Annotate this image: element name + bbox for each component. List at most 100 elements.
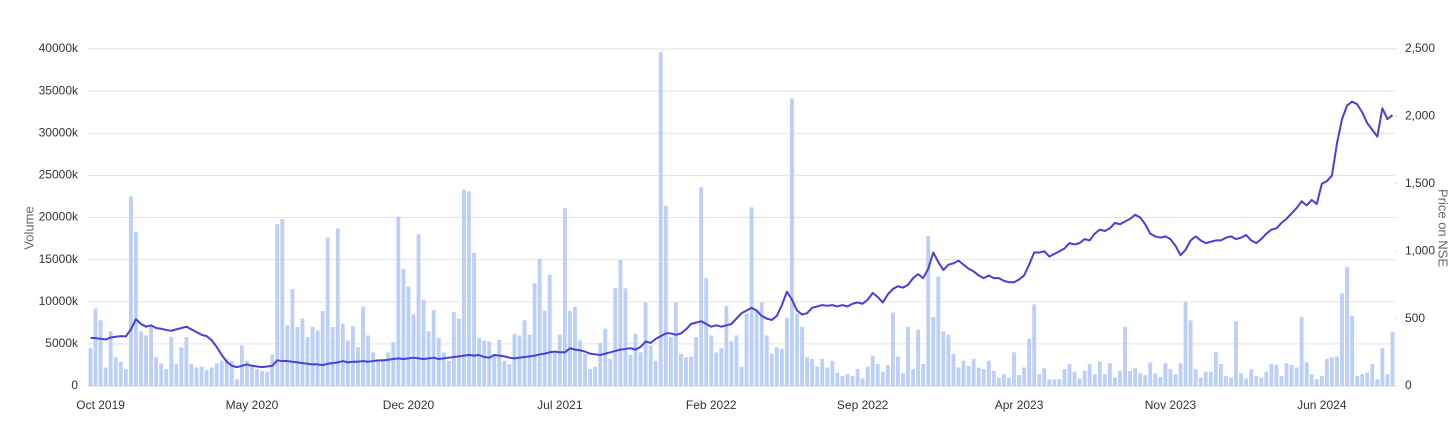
bar: [1309, 374, 1314, 386]
bar: [113, 357, 118, 386]
bar: [356, 347, 360, 386]
bar: [800, 327, 804, 386]
bar: [795, 313, 799, 386]
bar: [684, 357, 688, 386]
bar: [719, 348, 724, 386]
bar: [1314, 379, 1319, 386]
bar: [699, 187, 704, 386]
bar: [1153, 373, 1158, 386]
bar: [658, 52, 663, 387]
bar: [1168, 369, 1173, 386]
bar: [1198, 377, 1203, 386]
bar: [128, 196, 133, 386]
bar: [1304, 362, 1309, 386]
bar: [936, 276, 941, 386]
bar: [1057, 379, 1062, 386]
bar: [330, 327, 335, 386]
bar: [275, 224, 280, 386]
bar: [492, 353, 497, 386]
bar: [1087, 364, 1092, 386]
bar: [108, 331, 113, 386]
bar: [406, 286, 411, 386]
bar: [608, 359, 613, 386]
bar: [376, 360, 381, 386]
x-tick-label: Dec 2020: [383, 398, 435, 412]
bar: [623, 288, 628, 386]
bar: [588, 369, 593, 386]
bar: [199, 366, 204, 386]
bar: [1032, 304, 1037, 386]
bar: [305, 337, 310, 386]
bar: [1001, 374, 1006, 386]
bar: [134, 231, 138, 386]
bar: [618, 259, 623, 386]
bar: [1213, 352, 1218, 386]
bar: [512, 333, 517, 386]
x-tick-label: Apr 2023: [995, 398, 1044, 412]
bar: [1294, 367, 1299, 386]
bar: [209, 367, 214, 386]
bar: [1375, 379, 1380, 386]
bar: [472, 252, 476, 386]
bar: [250, 364, 254, 386]
bar: [769, 353, 774, 386]
y2-axis-title: Price on NSE: [1436, 189, 1451, 267]
bar: [1042, 368, 1047, 386]
bar: [1264, 371, 1269, 386]
bar: [421, 300, 426, 386]
bar: [320, 311, 325, 386]
bar: [1047, 379, 1052, 386]
y2-tick-label: 1,000: [1405, 243, 1435, 257]
bar: [1355, 375, 1360, 386]
bar: [885, 364, 890, 386]
bar: [1370, 364, 1375, 386]
bar: [1178, 363, 1183, 386]
bar: [527, 334, 532, 386]
bar: [103, 367, 108, 386]
bar: [255, 369, 259, 386]
y-tick-label: 30000k: [39, 125, 79, 139]
bar: [633, 333, 638, 386]
bar: [1269, 364, 1274, 386]
bar: [118, 361, 123, 386]
bar: [270, 354, 275, 386]
bar: [229, 360, 234, 386]
bar: [1133, 368, 1138, 386]
bar: [729, 341, 734, 386]
bar: [179, 347, 184, 386]
x-tick-label: Nov 2023: [1145, 398, 1197, 412]
bar: [754, 310, 759, 386]
bar: [139, 331, 143, 386]
bar: [921, 364, 926, 386]
y-tick-label: 40000k: [39, 41, 79, 55]
bar: [1113, 377, 1117, 386]
bar: [951, 353, 956, 386]
bar: [441, 352, 446, 386]
bar: [835, 372, 840, 386]
bar: [482, 340, 487, 386]
bar: [446, 360, 451, 386]
bar: [396, 216, 401, 386]
bar: [1188, 320, 1193, 386]
bar: [941, 331, 946, 386]
bar: [911, 369, 915, 386]
bar: [1143, 375, 1148, 386]
bar: [573, 306, 577, 386]
bar: [1062, 369, 1067, 386]
bar: [1229, 377, 1233, 386]
bar: [169, 337, 174, 386]
bar: [643, 302, 648, 386]
bar: [361, 306, 365, 386]
bar: [547, 274, 552, 386]
bar: [603, 328, 608, 386]
bar: [522, 320, 527, 386]
bar: [456, 318, 461, 386]
bar: [896, 356, 900, 386]
y-tick-label: 5000k: [45, 336, 79, 350]
bar: [1330, 357, 1334, 386]
bar: [931, 316, 936, 386]
bar: [901, 373, 905, 386]
bar: [1007, 377, 1011, 386]
bar: [1072, 371, 1077, 386]
bar: [961, 360, 966, 386]
